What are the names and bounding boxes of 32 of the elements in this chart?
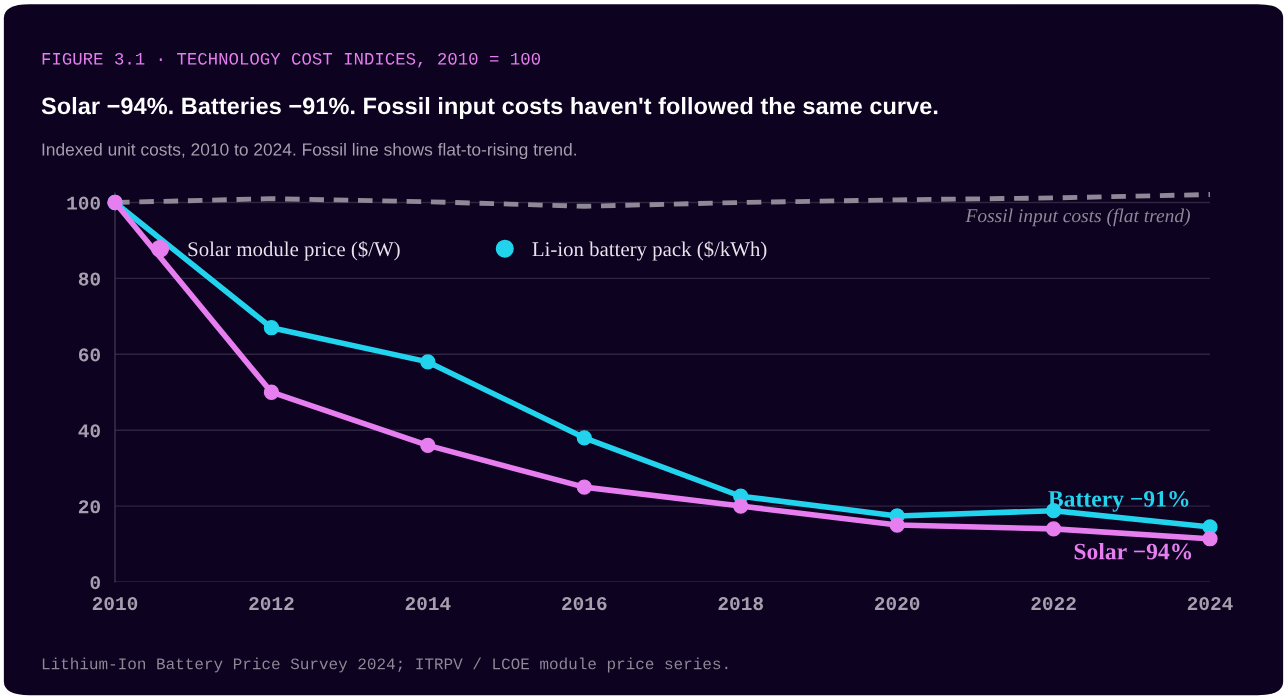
legend-label: Li-ion battery pack ($/kWh) <box>532 240 767 261</box>
series-label: Fossil input costs (flat trend) <box>965 208 1190 227</box>
point <box>263 384 280 400</box>
point <box>420 437 436 454</box>
text: Lithium-Ion Battery Price Survey 2024; ITRPV / LCOE module price series. <box>42 657 728 673</box>
legend-label: Solar module price ($/W) <box>188 240 400 261</box>
chart-subtitle: Indexed unit costs, 2010 to 2024. Fossil line shows flat-to-rising trend. <box>42 142 576 160</box>
x-tick-label: 2012 <box>249 596 294 611</box>
chart-title: Solar −94%. Batteries −91%. Fossil input costs haven't followed the same curve. <box>41 97 938 120</box>
point <box>263 320 280 336</box>
y-tick-label: 40 <box>78 424 100 438</box>
x-tick-label: 2022 <box>1031 596 1076 611</box>
point <box>889 517 905 533</box>
y-tick-label: 100 <box>67 196 100 210</box>
point <box>576 479 592 495</box>
caption: FIGURE 3.1 · TECHNOLOGY COST INDICES, 2010 = 100 <box>42 52 541 68</box>
point <box>1202 531 1218 547</box>
point <box>1045 521 1062 537</box>
y-tick-label: 60 <box>78 348 100 362</box>
x-tick-label: 2018 <box>718 596 764 611</box>
x-tick-label: 2020 <box>874 596 920 611</box>
x-tick-label: 2016 <box>562 596 607 611</box>
x-tick-label: 2010 <box>92 596 138 611</box>
x-tick-label: 2014 <box>405 596 451 611</box>
y-tick-label: 80 <box>78 272 100 286</box>
point <box>733 498 749 514</box>
point <box>576 430 592 446</box>
y-tick-label: 0 <box>90 576 100 590</box>
point <box>420 354 436 370</box>
annotation: Solar −94% <box>1074 542 1192 560</box>
y-tick-label: 20 <box>78 500 100 514</box>
x-tick-label: 2024 <box>1187 596 1233 611</box>
